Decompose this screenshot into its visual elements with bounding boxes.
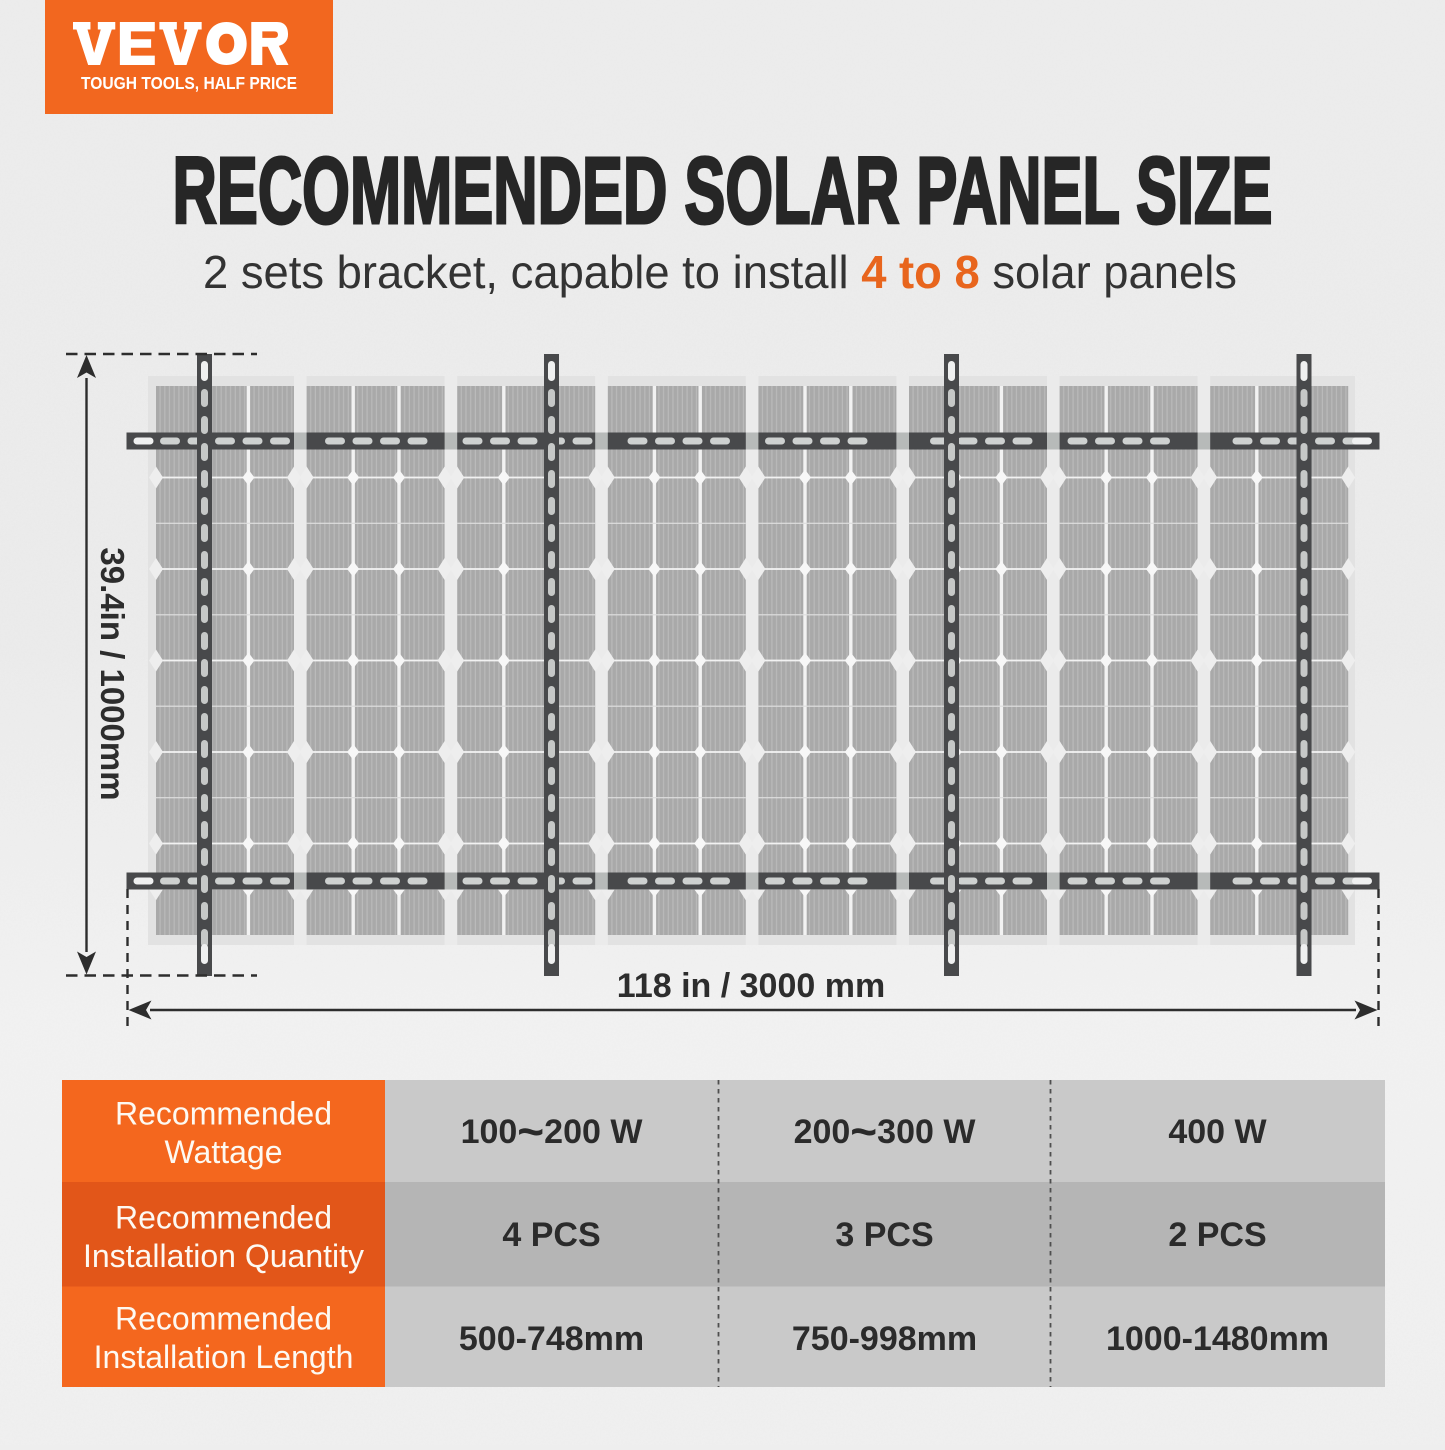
svg-text:1000-1480mm: 1000-1480mm [1106,1320,1329,1358]
svg-text:Wattage: Wattage [165,1134,283,1170]
svg-text:500-748mm: 500-748mm [459,1320,644,1358]
svg-text:Recommended: Recommended [115,1096,332,1132]
svg-text:39.4in / 1000mm: 39.4in / 1000mm [94,547,131,800]
svg-text:100~200 W: 100~200 W [461,1105,644,1157]
svg-text:TOUGH TOOLS, HALF PRICE: TOUGH TOOLS, HALF PRICE [81,73,297,93]
svg-text:4 PCS: 4 PCS [502,1216,600,1254]
svg-text:2 PCS: 2 PCS [1168,1216,1266,1254]
svg-text:Recommended: Recommended [115,1301,332,1337]
svg-text:118 in / 3000 mm: 118 in / 3000 mm [617,967,885,1005]
svg-text:Installation Length: Installation Length [94,1339,354,1375]
svg-text:750-998mm: 750-998mm [792,1320,977,1358]
svg-text:3 PCS: 3 PCS [835,1216,933,1254]
svg-text:Recommended: Recommended [115,1200,332,1236]
svg-text:Installation Quantity: Installation Quantity [83,1238,364,1274]
svg-text:RECOMMENDED SOLAR PANEL SIZE: RECOMMENDED SOLAR PANEL SIZE [173,138,1273,244]
svg-text:2 sets bracket, capable to ins: 2 sets bracket, capable to install 4 to … [203,246,1237,298]
svg-text:400 W: 400 W [1168,1113,1267,1151]
svg-text:200~300 W: 200~300 W [794,1105,977,1157]
